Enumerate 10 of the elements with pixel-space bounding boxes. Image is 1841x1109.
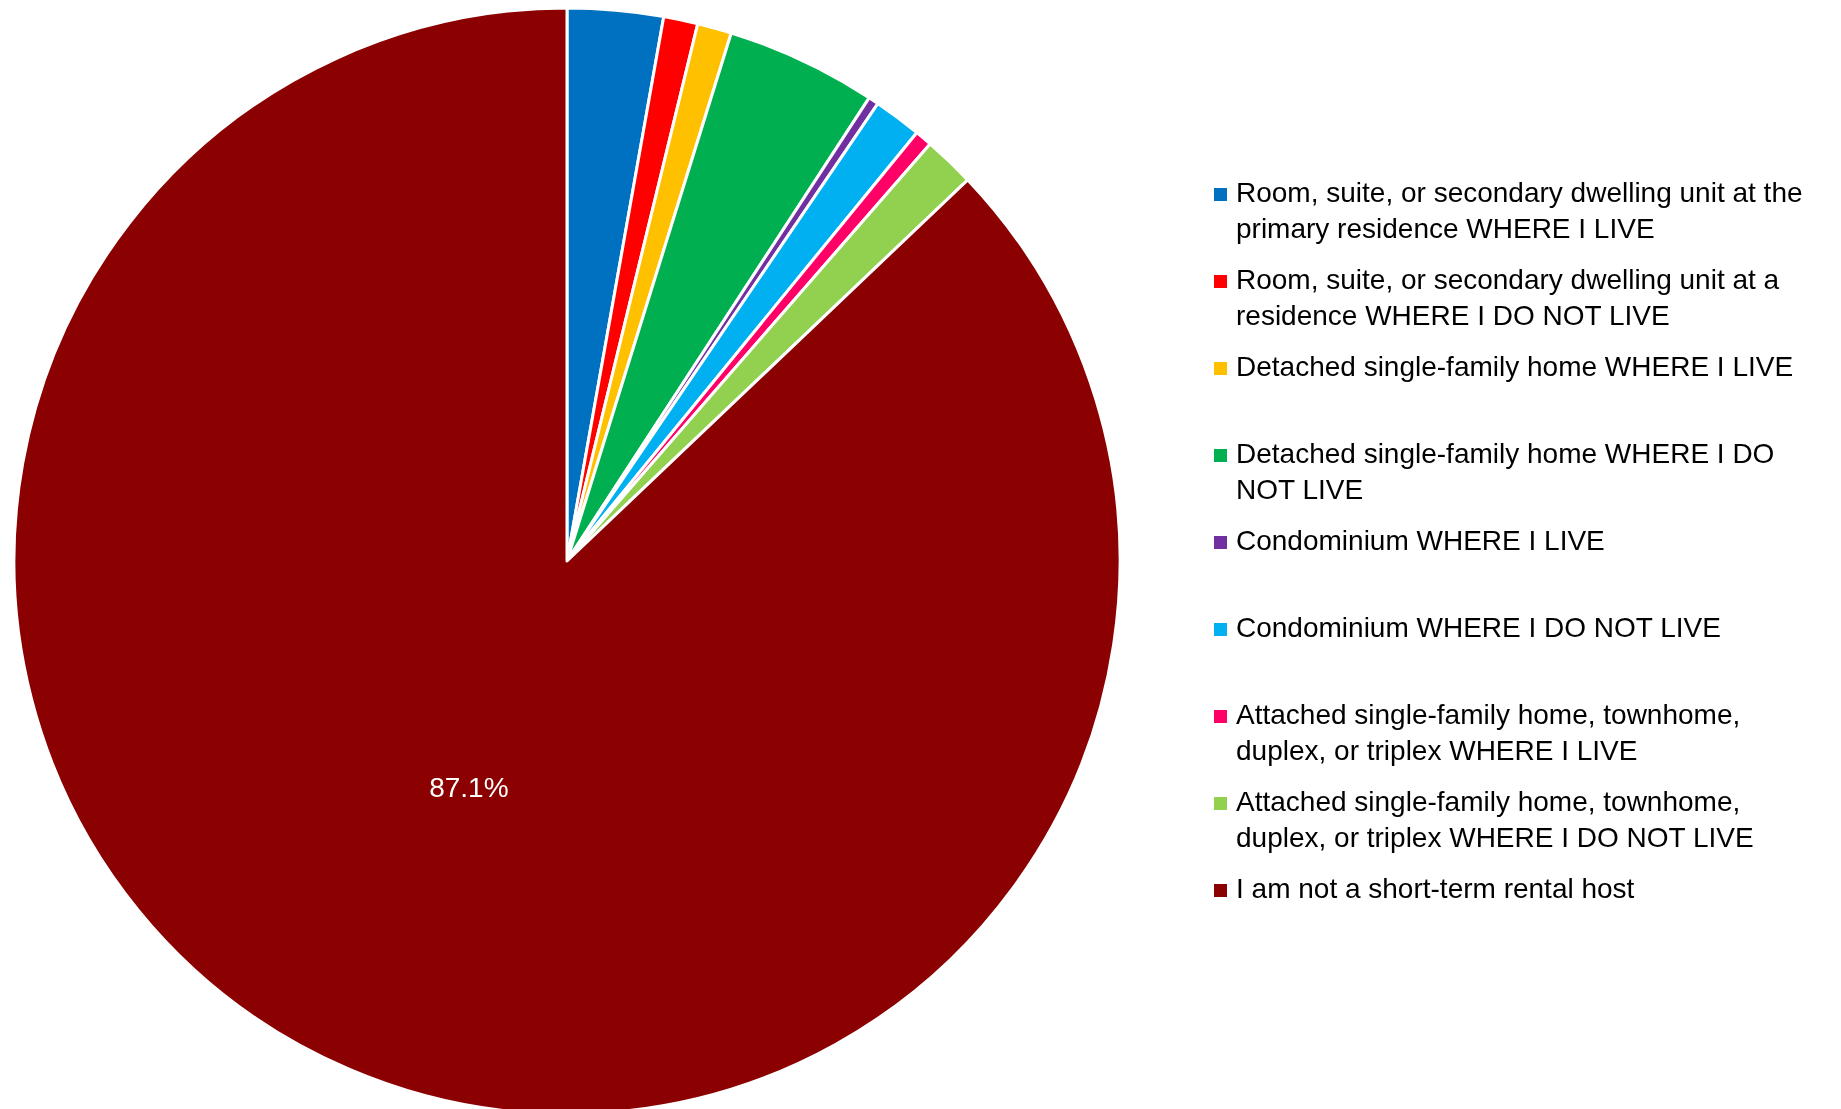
legend-label: Attached single-family home, townhome, duplex, or triplex WHERE I DO NOT LIVE bbox=[1236, 786, 1754, 854]
legend-label: Detached single-family home WHERE I LIVE bbox=[1236, 351, 1794, 383]
legend-label: Condominium WHERE I DO NOT LIVE bbox=[1236, 612, 1721, 644]
legend-label: Room, suite, or secondary dwelling unit at a residence WHERE I DO NOT LIVE bbox=[1236, 264, 1780, 332]
data-label: 87.1% bbox=[429, 772, 509, 804]
legend-label: Room, suite, or secondary dwelling unit at the primary residence WHERE I LIVE bbox=[1236, 177, 1803, 245]
legend-label: Condominium WHERE I LIVE bbox=[1236, 525, 1605, 557]
legend-label: Detached single-family home WHERE I DO NOT LIVE bbox=[1236, 438, 1775, 506]
legend-label: I am not a short-term rental host bbox=[1236, 873, 1635, 905]
legend-label: Attached single-family home, townhome, duplex, or triplex WHERE I LIVE bbox=[1236, 699, 1741, 767]
